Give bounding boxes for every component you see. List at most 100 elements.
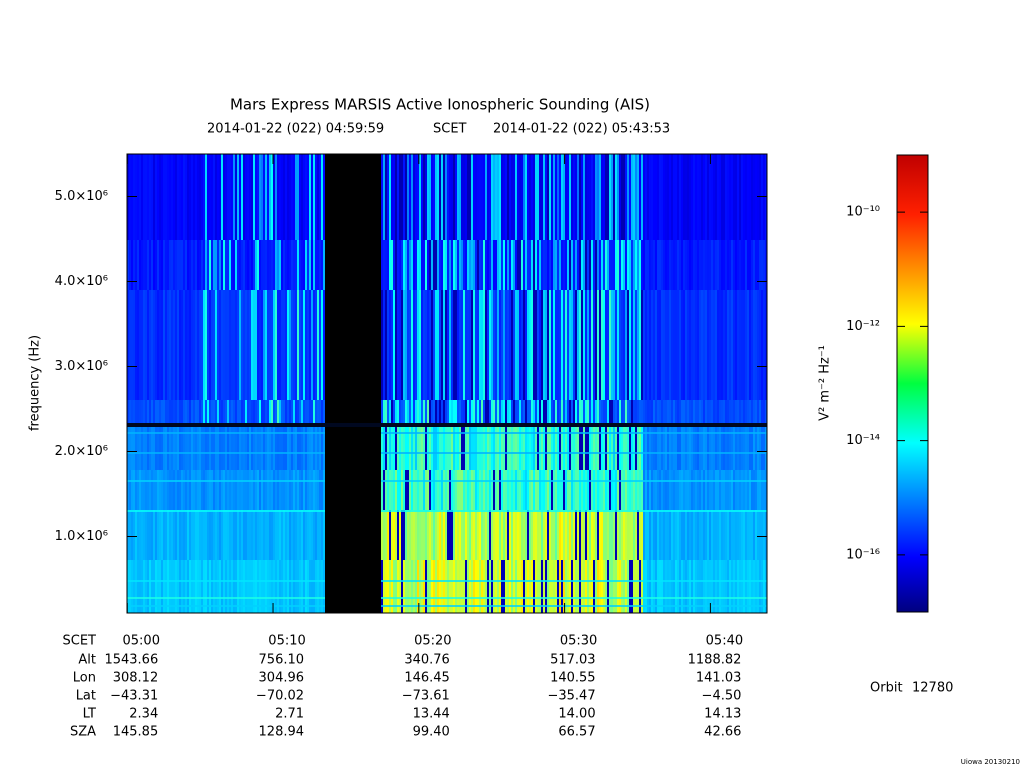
spectrogram-cell	[753, 427, 755, 470]
spectrogram-cell	[303, 400, 305, 423]
spectrogram-cell	[699, 560, 701, 613]
spectrogram-cell	[519, 560, 521, 613]
spectrogram-cell	[259, 560, 261, 613]
spectrogram-cell	[757, 240, 759, 290]
spectrogram-cell	[693, 400, 695, 423]
spectrogram-cell	[241, 510, 243, 560]
spectrogram-cell	[173, 290, 175, 400]
spectrogram-cell	[265, 427, 267, 470]
spectrogram-cell	[223, 240, 225, 290]
spectrogram-cell	[755, 400, 757, 423]
spectrogram-cell	[475, 400, 477, 423]
spectrogram-cell	[457, 470, 459, 510]
spectrogram-cell	[157, 470, 159, 510]
spectrogram-cell	[405, 510, 407, 560]
spectrogram-cell	[717, 427, 719, 470]
spectrogram-cell	[539, 154, 541, 240]
spectrogram-cell	[303, 470, 305, 510]
spectrogram-cell	[621, 560, 623, 613]
spectrogram-cell	[291, 154, 293, 240]
spectrogram-cell	[613, 427, 615, 470]
spectrogram-cell	[711, 400, 713, 423]
spectrogram-cell	[439, 154, 441, 240]
spectrogram-cell	[659, 290, 661, 400]
spectrogram-cell	[197, 510, 199, 560]
spectrogram-cell	[579, 240, 581, 290]
spectrogram-cell	[159, 427, 161, 470]
spectrogram-cell	[441, 154, 443, 240]
spectrogram-cell	[175, 400, 177, 423]
spectrogram-cell	[609, 290, 611, 400]
spectrogram-cell	[415, 290, 417, 400]
spectrogram-cell	[239, 510, 241, 560]
spectrogram-cell	[719, 400, 721, 423]
spectrogram-cell	[501, 154, 503, 240]
spectrogram-cell	[595, 154, 597, 240]
spectrogram-cell	[505, 470, 507, 510]
spectrogram-cell	[215, 240, 217, 290]
spectrogram-cell	[563, 427, 565, 470]
spectrogram-cell	[661, 560, 663, 613]
spectrogram-cell	[761, 560, 763, 613]
spectrogram-cell	[739, 240, 741, 290]
spectrogram-cell	[709, 154, 711, 240]
spectrogram-cell	[645, 427, 647, 470]
spectrogram-cell	[411, 400, 413, 423]
spectrogram-cell	[235, 154, 237, 240]
spectrogram-cell	[547, 427, 549, 470]
spectrogram-cell	[445, 154, 447, 240]
spectrogram-cell	[253, 290, 255, 400]
spectrogram-cell	[641, 400, 643, 423]
spectrogram-cell	[209, 427, 211, 470]
spectrogram-cell	[439, 290, 441, 400]
spectrogram-cell	[161, 154, 163, 240]
spectrogram-cell	[635, 154, 637, 240]
spectrogram-cell	[745, 400, 747, 423]
spectrogram-cell	[127, 240, 129, 290]
spectrogram-cell	[129, 560, 131, 613]
spectrogram-cell	[743, 560, 745, 613]
spectrogram-cell	[211, 154, 213, 240]
spectrogram-cell	[313, 400, 315, 423]
spectrogram-cell	[557, 560, 559, 613]
spectrogram-cell	[567, 470, 569, 510]
spectrogram-cell	[191, 290, 193, 400]
spectrogram-cell	[451, 400, 453, 423]
spectrogram-cell	[677, 240, 679, 290]
spectrogram-cell	[441, 240, 443, 290]
spectrogram-cell	[309, 510, 311, 560]
spectrogram-cell	[579, 400, 581, 423]
spectrogram-cell	[747, 427, 749, 470]
spectrogram-cell	[523, 400, 525, 423]
spectrogram-cell	[481, 400, 483, 423]
spectrogram-cell	[425, 427, 427, 470]
spectrogram-cell	[549, 560, 551, 613]
spectrogram-cell	[549, 470, 551, 510]
spectrogram-cell	[733, 470, 735, 510]
colorbar-tick-label: 10⁻¹⁰	[846, 205, 880, 220]
spectrogram-cell	[543, 510, 545, 560]
spectrogram-cell	[691, 510, 693, 560]
spectrogram-cell	[449, 154, 451, 240]
spectrogram-cell	[477, 427, 479, 470]
spectrogram-cell	[267, 427, 269, 470]
spectrogram-cell	[447, 470, 449, 510]
spectrogram-cell	[593, 240, 595, 290]
spectrogram-cell	[287, 427, 289, 470]
spectrogram-cell	[691, 400, 693, 423]
spectrogram-cell	[505, 154, 507, 240]
spectrogram-cell	[759, 510, 761, 560]
spectrogram-cell	[543, 470, 545, 510]
spectrogram-cell	[549, 400, 551, 423]
spectrogram-cell	[617, 400, 619, 423]
spectrogram-cell	[321, 510, 323, 560]
spectrogram-cell	[445, 470, 447, 510]
spectrogram-cell	[149, 560, 151, 613]
spectrogram-cell	[401, 560, 403, 613]
spectrogram-cell	[651, 400, 653, 423]
spectrogram-cell	[281, 400, 283, 423]
spectrogram-cell	[555, 290, 557, 400]
spectrogram-cell	[493, 560, 495, 613]
spectrogram-cell	[483, 560, 485, 613]
spectrogram-cell	[195, 240, 197, 290]
